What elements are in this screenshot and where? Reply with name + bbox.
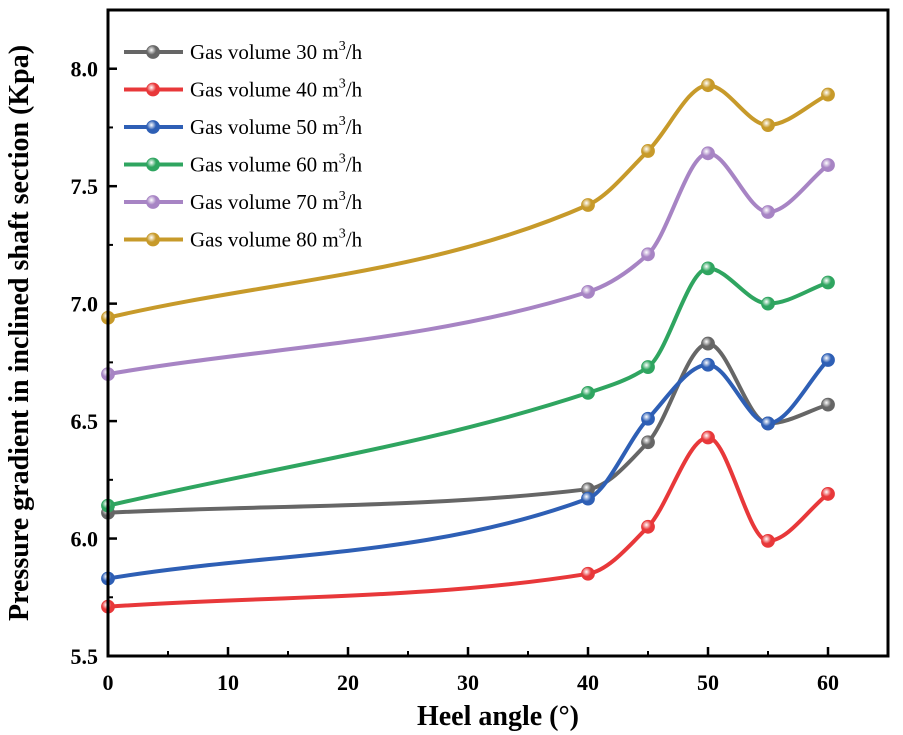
data-point xyxy=(581,198,595,212)
y-tick-label: 8.0 xyxy=(71,57,99,82)
series-line xyxy=(107,358,830,581)
series-3 xyxy=(101,261,835,513)
series-4 xyxy=(101,146,835,382)
series-line xyxy=(107,266,829,508)
y-tick-label: 7.0 xyxy=(71,292,99,317)
data-point xyxy=(701,430,715,445)
data-point xyxy=(641,435,655,450)
legend-item: Gas volume 50 m3/h xyxy=(124,114,363,139)
legend-marker xyxy=(146,82,160,97)
legend-label: Gas volume 50 m3/h xyxy=(190,114,363,139)
series-line xyxy=(107,435,830,609)
legend-item: Gas volume 70 m3/h xyxy=(124,189,363,214)
x-tick-label: 60 xyxy=(817,670,839,695)
legend-item: Gas volume 80 m3/h xyxy=(124,227,363,252)
series-line xyxy=(107,151,830,377)
series-1 xyxy=(101,430,835,614)
x-tick-label: 40 xyxy=(577,670,599,695)
data-point xyxy=(821,397,835,412)
y-tick-label: 6.5 xyxy=(71,409,99,434)
legend-marker xyxy=(146,232,160,247)
legend-marker xyxy=(146,195,160,209)
data-point xyxy=(581,284,595,299)
x-tick-label: 50 xyxy=(697,670,719,695)
axis-layer: 0 10 20 30 40 50 60 5.5 6.0 6.5 7.0 7.5 8.0 xyxy=(71,9,839,695)
x-axis-title: Heel angle (°) xyxy=(417,701,579,732)
legend-marker xyxy=(146,120,160,134)
data-point xyxy=(761,205,775,219)
legend-marker xyxy=(146,157,160,172)
x-tick-label: 30 xyxy=(457,670,479,695)
legend-item: Gas volume 40 m3/h xyxy=(124,77,363,102)
data-point xyxy=(701,336,715,351)
legend-item: Gas volume 30 m3/h xyxy=(124,39,363,64)
legend-item: Gas volume 60 m3/h xyxy=(124,152,363,177)
data-point xyxy=(821,353,835,367)
data-point xyxy=(821,158,835,172)
legend-label: Gas volume 40 m3/h xyxy=(190,77,363,102)
x-tick-label: 10 xyxy=(217,670,239,695)
data-point xyxy=(701,261,715,276)
legend: Gas volume 30 m3/h Gas volume 40 m3/h Gas … xyxy=(124,39,363,252)
data-point xyxy=(581,491,595,506)
data-point xyxy=(581,566,595,581)
legend-label: Gas volume 60 m3/h xyxy=(190,152,363,177)
data-point xyxy=(701,357,715,372)
data-point xyxy=(641,247,655,262)
data-point xyxy=(581,386,595,400)
data-point xyxy=(821,275,835,290)
legend-label: Gas volume 70 m3/h xyxy=(190,189,363,214)
data-point xyxy=(821,487,835,501)
legend-label: Gas volume 80 m3/h xyxy=(190,227,363,252)
data-point xyxy=(821,87,835,102)
data-point xyxy=(761,533,775,548)
series-5 xyxy=(101,78,835,325)
legend-label: Gas volume 30 m3/h xyxy=(190,39,363,64)
series-2 xyxy=(101,353,835,586)
data-point xyxy=(641,360,655,374)
data-point xyxy=(701,146,715,161)
x-tick-label: 20 xyxy=(337,670,359,695)
x-tick-label: 0 xyxy=(103,670,114,695)
data-point xyxy=(641,411,655,426)
data-point xyxy=(641,144,655,158)
data-point xyxy=(761,118,775,133)
data-point xyxy=(761,416,775,431)
y-tick-label: 7.5 xyxy=(71,174,99,199)
data-point xyxy=(761,296,775,311)
data-point xyxy=(701,78,715,93)
plot-frame xyxy=(106,8,890,658)
y-axis-title: Pressure gradient in inclined shaft sect… xyxy=(4,45,35,621)
y-tick-label: 6.0 xyxy=(71,527,99,552)
legend-marker xyxy=(146,45,160,59)
data-point xyxy=(641,519,655,534)
y-tick-label: 5.5 xyxy=(71,644,99,669)
